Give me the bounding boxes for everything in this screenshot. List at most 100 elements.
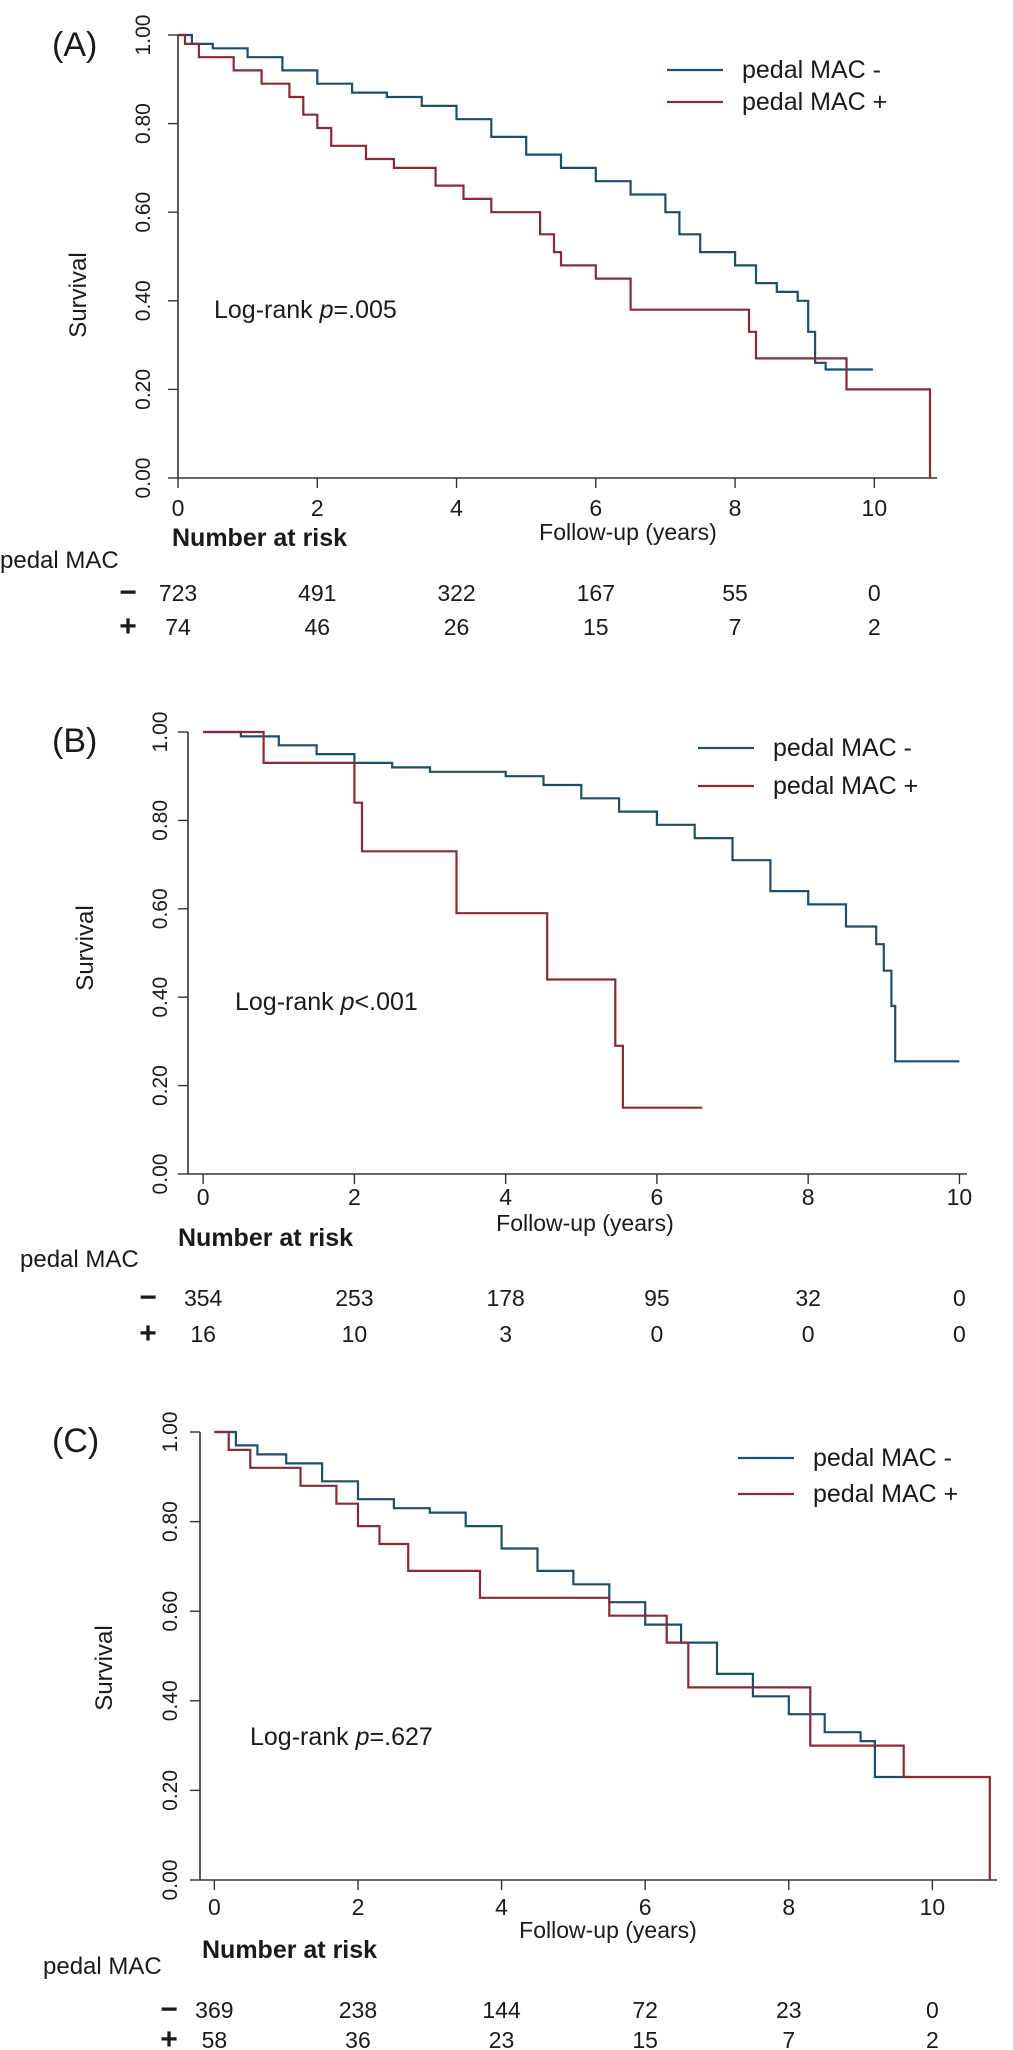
y-tick-label: 0.40 — [149, 977, 172, 1018]
chart-panel-2: (B) 0.00 0.20 0.40 0.60 0.80 1.00 0 2 4 6 8 10 Surviv… — [20, 712, 972, 1350]
risk-value: 322 — [437, 580, 475, 606]
x-tick-label: 10 — [947, 1184, 973, 1210]
x-tick-label: 8 — [782, 1894, 795, 1920]
legend-label: pedal MAC - — [813, 1444, 952, 1472]
legend-label: pedal MAC - — [773, 734, 912, 762]
risk-value: 74 — [165, 614, 191, 640]
risk-value: 354 — [184, 1285, 223, 1311]
x-tick-label: 2 — [352, 1894, 365, 1920]
panel-label: (A) — [52, 26, 97, 64]
x-tick-label: 6 — [639, 1894, 652, 1920]
risk-value: 0 — [651, 1321, 664, 1347]
risk-symbol-minus: − — [119, 576, 137, 609]
x-tick-label: 4 — [450, 495, 463, 521]
risk-value: 55 — [722, 580, 748, 606]
y-tick-label: 0.20 — [159, 1770, 182, 1811]
annotation-p: p — [355, 1723, 370, 1751]
risk-value: 0 — [953, 1285, 966, 1311]
series-line-pedal-mac-neg — [178, 33, 873, 371]
x-tick-label: 10 — [920, 1894, 946, 1920]
risk-symbol-plus: + — [119, 610, 137, 643]
series-line-pedal-mac-neg — [214, 1430, 911, 1779]
x-tick-label: 6 — [651, 1184, 664, 1210]
annotation-prefix: Log-rank — [250, 1723, 356, 1751]
risk-value: 23 — [489, 2027, 515, 2050]
risk-value: 26 — [444, 614, 470, 640]
y-tick-label: 0.00 — [132, 458, 155, 499]
legend-label: pedal MAC + — [773, 772, 918, 800]
risk-value: 144 — [482, 1997, 521, 2023]
risk-value: 238 — [339, 1997, 377, 2023]
y-axis-title: Survival — [72, 905, 99, 990]
y-tick-label: 0.00 — [159, 1860, 182, 1901]
x-axis-title: Follow-up (years) — [519, 1917, 697, 1943]
x-tick-label: 8 — [802, 1184, 815, 1210]
risk-value: 32 — [795, 1285, 821, 1311]
risk-value: 46 — [304, 614, 330, 640]
x-tick-label: 0 — [172, 495, 185, 521]
y-tick-label: 1.00 — [132, 15, 155, 56]
panel-label: (B) — [52, 722, 97, 760]
y-tick-label: 0.40 — [132, 280, 155, 321]
risk-value: 23 — [776, 1997, 802, 2023]
risk-value: 36 — [345, 2027, 371, 2050]
risk-symbol-minus: − — [160, 1993, 178, 2026]
risk-value: 15 — [583, 614, 609, 640]
annotation-p: p — [340, 988, 355, 1016]
series-line-pedal-mac-pos — [214, 1430, 991, 1880]
x-axis-title: Follow-up (years) — [539, 519, 717, 545]
risk-value: 369 — [195, 1997, 233, 2023]
risk-value: 3 — [499, 1321, 512, 1347]
y-tick-label: 0.80 — [149, 800, 172, 841]
annotation-prefix: Log-rank — [235, 988, 341, 1016]
legend-label: pedal MAC - — [742, 56, 881, 84]
y-axis-title: Survival — [91, 1625, 118, 1710]
y-tick-label: 0.60 — [149, 888, 172, 929]
risk-table-title: Number at risk — [178, 1224, 353, 1252]
risk-symbol-minus: − — [139, 1281, 157, 1314]
annotation-suffix: <.001 — [355, 988, 418, 1016]
risk-value: 491 — [298, 580, 336, 606]
risk-value: 0 — [926, 1997, 939, 2023]
x-tick-label: 4 — [499, 1184, 512, 1210]
annotation-suffix: =.005 — [334, 296, 397, 324]
y-axis-title: Survival — [65, 252, 92, 337]
y-tick-label: 0.00 — [149, 1154, 172, 1195]
risk-value: 7 — [729, 614, 742, 640]
risk-value: 58 — [202, 2027, 228, 2050]
chart-panel-3: (C) 0.00 0.20 0.40 0.60 0.80 1.00 0 2 4 6 8 10 Surviv… — [43, 1412, 997, 2050]
x-tick-label: 4 — [495, 1894, 508, 1920]
risk-value: 167 — [577, 580, 615, 606]
risk-value: 2 — [868, 614, 881, 640]
risk-value: 178 — [486, 1285, 524, 1311]
risk-table-title: Number at risk — [172, 524, 347, 552]
series-line-pedal-mac-neg — [203, 730, 960, 1063]
risk-value: 723 — [159, 580, 197, 606]
risk-table-row-label: pedal MAC — [43, 1953, 162, 1980]
risk-value: 95 — [644, 1285, 670, 1311]
risk-table-title: Number at risk — [202, 1936, 377, 1964]
x-tick-label: 6 — [589, 495, 602, 521]
x-tick-label: 8 — [729, 495, 742, 521]
x-tick-label: 0 — [208, 1894, 221, 1920]
risk-table-row-label: pedal MAC — [20, 1246, 139, 1273]
risk-value: 16 — [190, 1321, 216, 1347]
annotation-p: p — [319, 296, 334, 324]
y-tick-label: 1.00 — [149, 712, 172, 753]
y-tick-label: 0.20 — [132, 369, 155, 410]
risk-value: 10 — [342, 1321, 368, 1347]
y-tick-label: 0.80 — [159, 1501, 182, 1542]
x-tick-label: 0 — [197, 1184, 210, 1210]
x-tick-label: 2 — [311, 495, 324, 521]
risk-value: 7 — [782, 2027, 795, 2050]
y-tick-label: 0.20 — [149, 1065, 172, 1106]
legend-label: pedal MAC + — [813, 1480, 958, 1508]
annotation-prefix: Log-rank — [214, 296, 320, 324]
logrank-annotation: Log-rank p<.001 — [235, 988, 418, 1016]
annotation-suffix: =.627 — [370, 1723, 433, 1751]
y-tick-label: 1.00 — [159, 1412, 182, 1453]
chart-panel-1: (A)0.000.200.400.600.801.000 2 4 6 8 10Surviv… — [0, 15, 937, 643]
risk-value: 2 — [926, 2027, 939, 2050]
risk-table-row-label: pedal MAC — [0, 547, 119, 574]
risk-symbol-plus: + — [160, 2023, 178, 2050]
